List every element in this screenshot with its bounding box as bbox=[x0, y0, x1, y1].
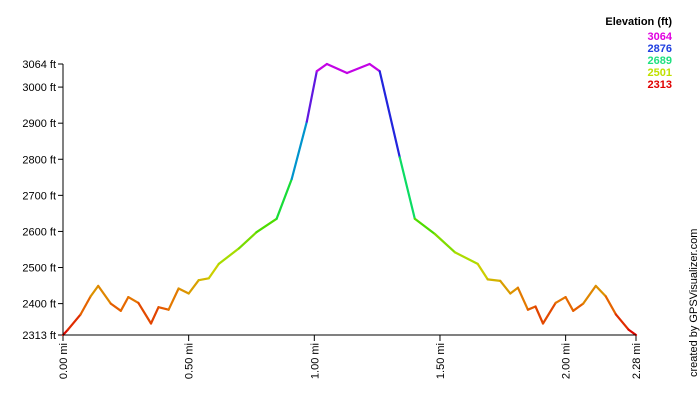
elevation-segment bbox=[207, 262, 220, 280]
elevation-segment bbox=[315, 62, 328, 73]
elevation-segment bbox=[97, 284, 112, 305]
elevation-segment bbox=[305, 70, 318, 123]
y-tick-label: 2500 ft bbox=[22, 263, 56, 275]
legend-entry: 2689 bbox=[648, 55, 672, 67]
x-tick-label: 0.50 mi bbox=[184, 343, 196, 379]
elevation-segment bbox=[516, 286, 530, 311]
credit-text: created by GPSVisualizer.com bbox=[688, 229, 700, 377]
elevation-segment bbox=[433, 232, 457, 254]
x-tick-label: 2.00 mi bbox=[561, 343, 573, 379]
elevation-segment bbox=[378, 70, 401, 159]
elevation-segment bbox=[454, 251, 479, 265]
legend-entry: 3064 bbox=[648, 31, 673, 43]
elevation-segment bbox=[217, 247, 240, 265]
elevation-segment bbox=[614, 313, 630, 331]
elevation-segment bbox=[564, 296, 575, 312]
elevation-segment bbox=[157, 306, 170, 311]
elevation-segment bbox=[187, 279, 200, 295]
elevation-segment bbox=[290, 120, 308, 181]
elevation-segment bbox=[137, 301, 153, 325]
elevation-segment bbox=[476, 262, 489, 281]
y-tick-label: 2600 ft bbox=[22, 226, 56, 238]
y-tick-label: 2313 ft bbox=[22, 330, 56, 342]
elevation-segment bbox=[398, 156, 416, 220]
legend-title: Elevation (ft) bbox=[605, 16, 672, 28]
elevation-segment bbox=[534, 305, 545, 325]
y-tick-label: 3064 ft bbox=[22, 59, 56, 71]
elevation-segment bbox=[177, 287, 190, 295]
elevation-segment bbox=[127, 296, 140, 304]
elevation-segment bbox=[66, 313, 82, 331]
x-axis-ticks: 0.00 mi 0.50 mi 1.00 mi 1.50 mi 2.00 mi 2.28 … bbox=[58, 335, 643, 379]
elevation-segment bbox=[594, 284, 607, 298]
y-tick-label: 2900 ft bbox=[22, 118, 56, 130]
elevation-segment bbox=[604, 295, 618, 316]
elevation-segment bbox=[149, 306, 160, 325]
elevation-segment bbox=[237, 231, 258, 250]
y-axis-ticks: 2313 ft 2400 ft 2500 ft 2600 ft 2700 ft 2800 … bbox=[22, 59, 63, 342]
x-tick-label: 1.00 mi bbox=[309, 343, 321, 379]
elevation-segment bbox=[79, 295, 92, 316]
elevation-segment bbox=[413, 217, 436, 236]
elevation-segment bbox=[275, 178, 293, 220]
elevation-segment bbox=[197, 277, 210, 282]
legend-entry: 2501 bbox=[648, 67, 672, 79]
elevation-segment bbox=[89, 284, 100, 298]
x-tick-label: 2.28 mi bbox=[631, 343, 643, 379]
elevation-segment bbox=[61, 328, 70, 337]
y-tick-label: 2800 ft bbox=[22, 154, 56, 166]
elevation-segment bbox=[368, 62, 381, 73]
elevation-segment bbox=[509, 286, 520, 295]
elevation-segment bbox=[541, 301, 557, 325]
elevation-segment bbox=[109, 302, 122, 312]
legend: Elevation (ft) 3064 2876 2689 2501 2313 bbox=[605, 16, 672, 91]
elevation-segment bbox=[526, 305, 537, 311]
legend-entry: 2313 bbox=[648, 79, 672, 91]
elevation-segment bbox=[499, 279, 512, 295]
elevation-segment bbox=[325, 62, 349, 75]
elevation-profile-line bbox=[61, 62, 638, 337]
elevation-segment bbox=[167, 287, 180, 311]
elevation-segment bbox=[572, 302, 585, 312]
legend-entry: 2876 bbox=[648, 43, 672, 55]
elevation-segment bbox=[486, 278, 502, 282]
x-tick-label: 1.50 mi bbox=[435, 343, 447, 379]
y-tick-label: 2700 ft bbox=[22, 190, 56, 202]
elevation-segment bbox=[119, 296, 130, 312]
elevation-segment bbox=[255, 217, 278, 234]
elevation-segment bbox=[582, 284, 597, 305]
x-tick-label: 0.00 mi bbox=[58, 343, 70, 379]
elevation-segment bbox=[627, 328, 638, 337]
elevation-segment bbox=[345, 62, 371, 75]
y-tick-label: 2400 ft bbox=[22, 299, 56, 311]
y-tick-label: 3000 ft bbox=[22, 82, 56, 94]
elevation-segment bbox=[554, 296, 567, 304]
